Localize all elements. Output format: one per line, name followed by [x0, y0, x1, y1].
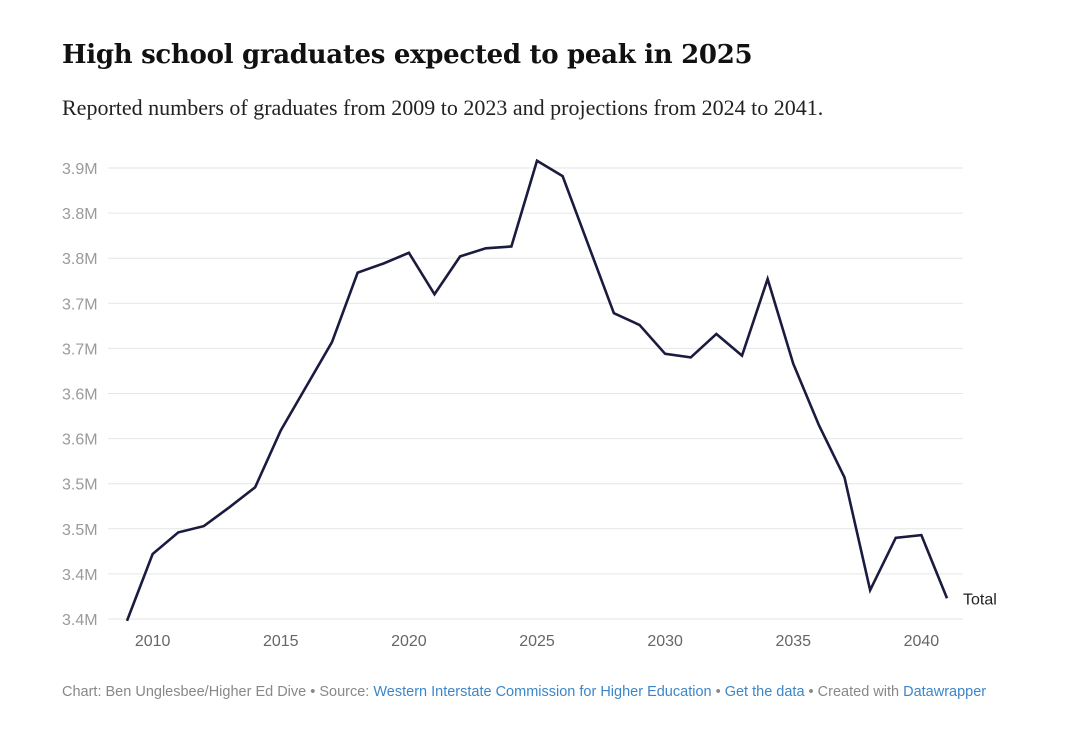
y-axis: 3.4M 3.4M 3.5M 3.5M 3.6M 3.6M 3.7M 3.7M 3.8M 3.8M…	[62, 161, 98, 629]
source-prefix: Source:	[319, 684, 374, 700]
x-tick-label: 2030	[647, 633, 683, 650]
separator: •	[306, 684, 320, 700]
x-tick-label: 2010	[135, 633, 171, 650]
source-link[interactable]: Western Interstate Commission for Higher…	[373, 684, 712, 700]
y-tick-label: 3.8M	[62, 206, 98, 223]
y-tick-label: 3.9M	[62, 161, 98, 178]
y-tick-label: 3.5M	[62, 522, 98, 539]
x-axis: 2010 2015 2020 2025 2030 2035 2040	[135, 633, 939, 650]
get-the-data-link[interactable]: Get the data	[724, 684, 805, 700]
gridlines	[108, 167, 963, 620]
series-layer: Total	[125, 158, 997, 622]
chart-credit: Chart: Ben Unglesbee/Higher Ed Dive	[62, 684, 307, 700]
datawrapper-link[interactable]: Datawrapper	[903, 684, 987, 700]
chart-footer: Chart: Ben Unglesbee/Higher Ed Dive • So…	[62, 683, 1002, 702]
chart-subtitle: Reported numbers of graduates from 2009 …	[62, 95, 824, 120]
series-line-total	[125, 158, 949, 622]
y-tick-label: 3.7M	[62, 296, 98, 313]
created-with-text: Created with	[817, 684, 904, 700]
y-tick-label: 3.4M	[62, 567, 98, 584]
y-tick-label: 3.4M	[62, 612, 98, 629]
y-tick-label: 3.5M	[62, 477, 98, 494]
chart-title: High school graduates expected to peak i…	[62, 40, 753, 70]
series-label: Total	[963, 591, 997, 608]
x-tick-label: 2015	[263, 633, 299, 650]
separator: •	[711, 684, 725, 700]
x-tick-label: 2035	[775, 633, 811, 650]
y-tick-label: 3.6M	[62, 387, 98, 404]
y-tick-label: 3.7M	[62, 341, 98, 358]
y-tick-label: 3.6M	[62, 432, 98, 449]
x-tick-label: 2040	[904, 633, 940, 650]
y-tick-label: 3.8M	[62, 251, 98, 268]
x-tick-label: 2020	[391, 633, 427, 650]
x-tick-label: 2025	[519, 633, 555, 650]
line-chart: 3.4M 3.4M 3.5M 3.5M 3.6M 3.6M 3.7M 3.7M 3.8M 3.8M…	[62, 158, 997, 650]
separator: •	[804, 684, 818, 700]
